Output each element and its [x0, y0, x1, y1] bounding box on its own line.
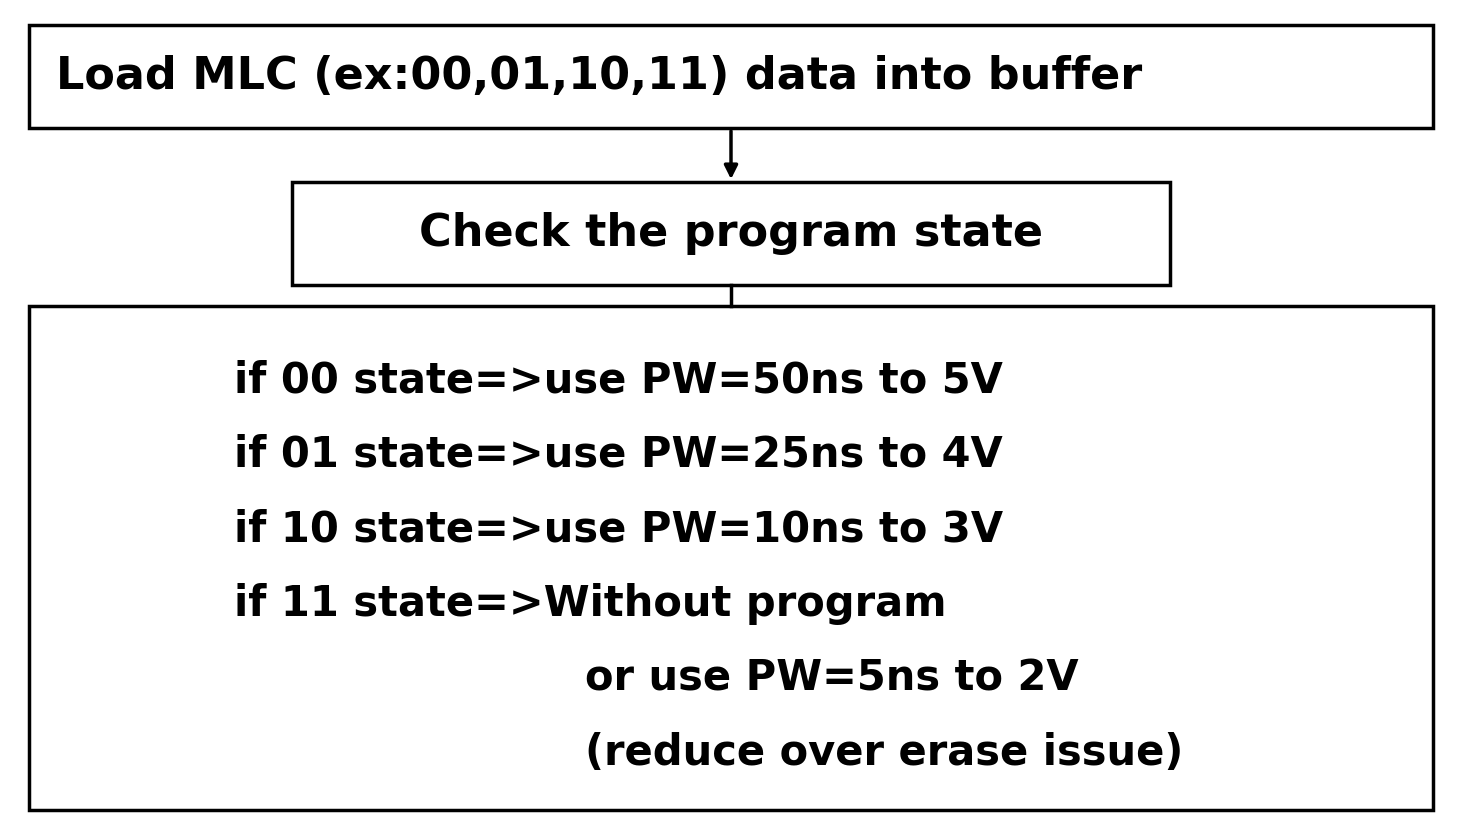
Text: Check the program state: Check the program state — [420, 213, 1042, 255]
Text: if 10 state=>use PW=10ns to 3V: if 10 state=>use PW=10ns to 3V — [234, 509, 1003, 550]
Text: or use PW=5ns to 2V: or use PW=5ns to 2V — [585, 657, 1079, 699]
FancyBboxPatch shape — [29, 25, 1433, 128]
Text: Load MLC (ex:00,01,10,11) data into buffer: Load MLC (ex:00,01,10,11) data into buff… — [56, 55, 1142, 98]
FancyBboxPatch shape — [29, 306, 1433, 810]
Text: (reduce over erase issue): (reduce over erase issue) — [585, 732, 1183, 773]
Text: if 11 state=>Without program: if 11 state=>Without program — [234, 583, 946, 624]
FancyBboxPatch shape — [292, 182, 1170, 285]
Text: if 01 state=>use PW=25ns to 4V: if 01 state=>use PW=25ns to 4V — [234, 434, 1003, 476]
Text: if 00 state=>use PW=50ns to 5V: if 00 state=>use PW=50ns to 5V — [234, 360, 1003, 401]
